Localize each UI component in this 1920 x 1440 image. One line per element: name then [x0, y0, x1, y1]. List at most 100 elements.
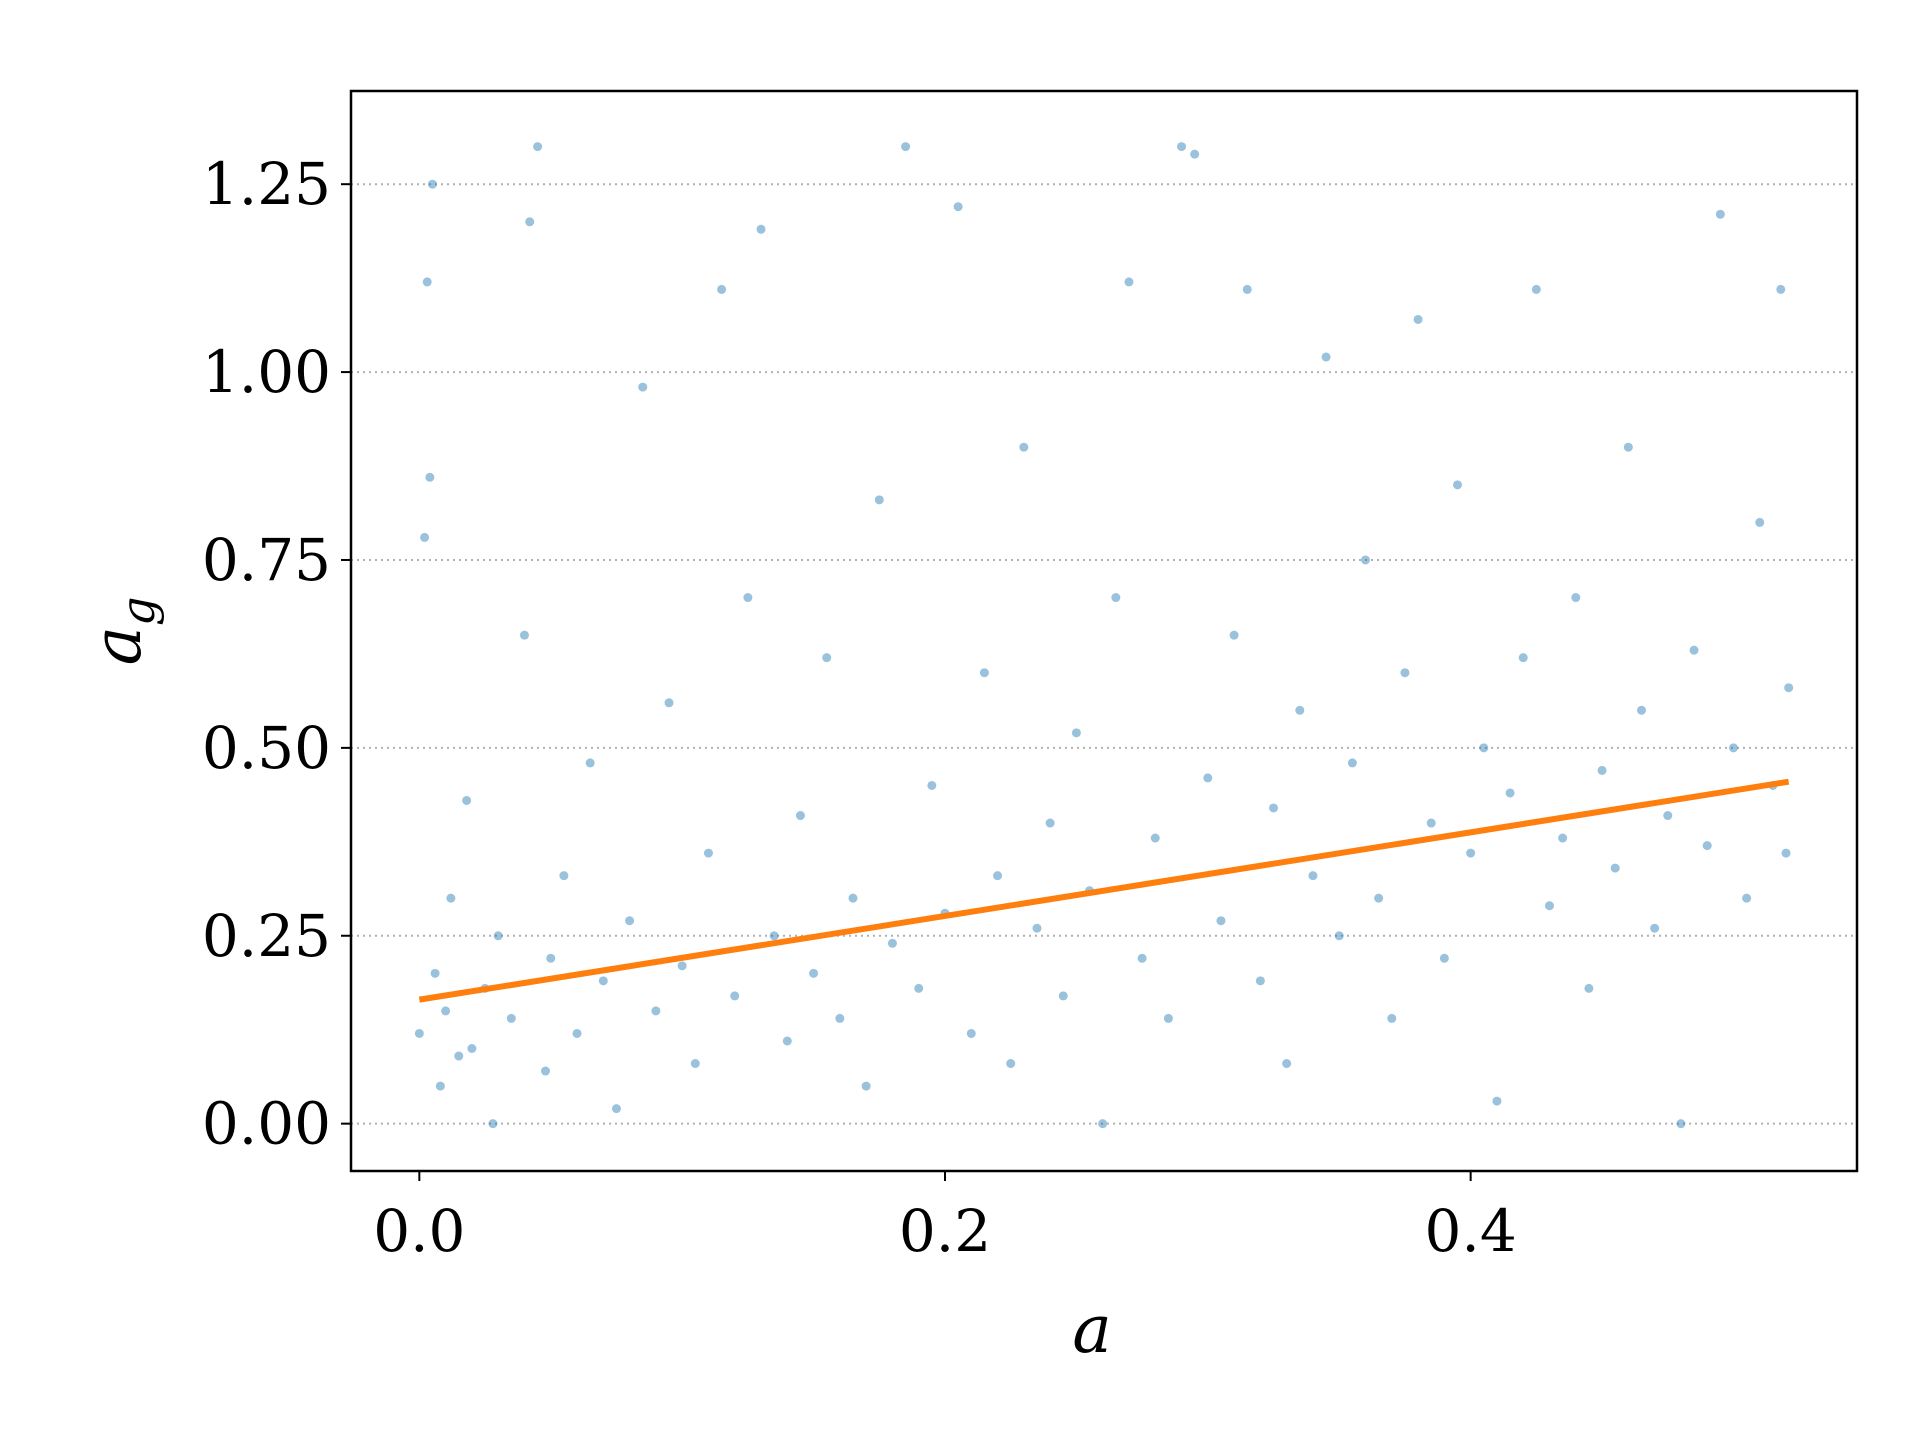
scatter-point [1597, 765, 1607, 775]
scatter-point [1374, 893, 1384, 903]
scatter-point [835, 1013, 845, 1023]
scatter-point [1413, 314, 1423, 324]
scatter-point [1032, 923, 1042, 933]
scatter-point [1623, 442, 1633, 452]
scatter-point [519, 630, 529, 640]
scatter-point [1715, 209, 1725, 219]
scatter-point [1558, 833, 1568, 843]
scatter-point [1466, 848, 1476, 858]
scatter-point [1505, 788, 1515, 798]
scatter-point [1361, 555, 1371, 565]
scatter-point [1334, 931, 1344, 941]
scatter-point [540, 1066, 550, 1076]
scatter-point [1216, 916, 1226, 926]
scatter-point [1400, 668, 1410, 678]
scatter-point [1177, 142, 1187, 152]
x-tick-label: 0.4 [1425, 1197, 1517, 1265]
y-tick-label: 1.00 [202, 338, 331, 406]
scatter-point [1584, 983, 1594, 993]
scatter-point [611, 1104, 621, 1114]
scatter-point [467, 1043, 477, 1053]
scatter-point [422, 277, 432, 287]
scatter-point [1439, 953, 1449, 963]
scatter-point [446, 893, 456, 903]
x-axis-label: a [1072, 1291, 1111, 1368]
scatter-point [953, 202, 963, 212]
scatter-point [861, 1081, 871, 1091]
scatter-point [425, 472, 435, 482]
scatter-point [1387, 1013, 1397, 1023]
scatter-point [572, 1028, 582, 1038]
scatter-point [677, 961, 687, 971]
scatter-point [638, 382, 648, 392]
scatter-point [454, 1051, 464, 1061]
x-tick-label: 0.2 [899, 1197, 991, 1265]
scatter-point [435, 1081, 445, 1091]
scatter-point [1776, 284, 1786, 294]
scatter-point [1610, 863, 1620, 873]
scatter-point [1518, 653, 1528, 663]
scatter-point [1479, 743, 1489, 753]
scatter-point [525, 217, 535, 227]
y-tick-label: 0.25 [202, 902, 331, 970]
scatter-point [1019, 442, 1029, 452]
scatter-point [1295, 705, 1305, 715]
scatter-point [1058, 991, 1068, 1001]
scatter-point [743, 593, 753, 603]
scatter-point [1229, 630, 1239, 640]
scatter-point [430, 968, 440, 978]
scatter-point [809, 968, 819, 978]
scatter-point [1163, 1013, 1173, 1023]
scatter-point [420, 532, 430, 542]
scatter-point [690, 1059, 700, 1069]
scatter-point [462, 795, 472, 805]
scatter-point [533, 142, 543, 152]
y-axis-label-sub: g [111, 597, 165, 626]
scatter-point [1255, 976, 1265, 986]
plot-frame [349, 89, 1859, 1173]
scatter-point [1269, 803, 1279, 813]
scatter-point [717, 284, 727, 294]
scatter-point [1347, 758, 1357, 768]
scatter-point [769, 931, 779, 941]
scatter-point [1544, 901, 1554, 911]
scatter-point [1242, 284, 1252, 294]
scatter-point [1098, 1119, 1108, 1129]
scatter-point [1071, 728, 1081, 738]
y-tick-label: 0.00 [202, 1090, 331, 1158]
scatter-point [559, 871, 569, 881]
scatter-point [927, 780, 937, 790]
scatter-point [1676, 1119, 1686, 1129]
scatter-point [651, 1006, 661, 1016]
scatter-point [493, 931, 503, 941]
y-axis-label-main: a [79, 626, 156, 665]
scatter-point [598, 976, 608, 986]
scatter-point [1728, 743, 1738, 753]
scatter-point [901, 142, 911, 152]
y-axis-label: ag [79, 597, 165, 666]
scatter-point [1111, 593, 1121, 603]
scatter-point [1636, 705, 1646, 715]
y-tick-label: 1.25 [202, 150, 331, 218]
scatter-point [730, 991, 740, 1001]
y-tick-label: 0.75 [202, 526, 331, 594]
x-tick-label: 0.0 [373, 1197, 465, 1265]
scatter-point [782, 1036, 792, 1046]
scatter-point [1702, 841, 1712, 851]
scatter-point [1190, 149, 1200, 159]
scatter-point [441, 1006, 451, 1016]
scatter-point [414, 1028, 424, 1038]
y-tick-label: 0.50 [202, 714, 331, 782]
scatter-point [585, 758, 595, 768]
scatter-point [979, 668, 989, 678]
scatter-point [1663, 811, 1673, 821]
scatter-point [1124, 277, 1134, 287]
scatter-point [822, 653, 832, 663]
scatter-point [1531, 284, 1541, 294]
scatter-point [848, 893, 858, 903]
scatter-point [1308, 871, 1318, 881]
scatter-point [914, 983, 924, 993]
scatter-point [1784, 683, 1794, 693]
scatter-point [488, 1119, 498, 1129]
